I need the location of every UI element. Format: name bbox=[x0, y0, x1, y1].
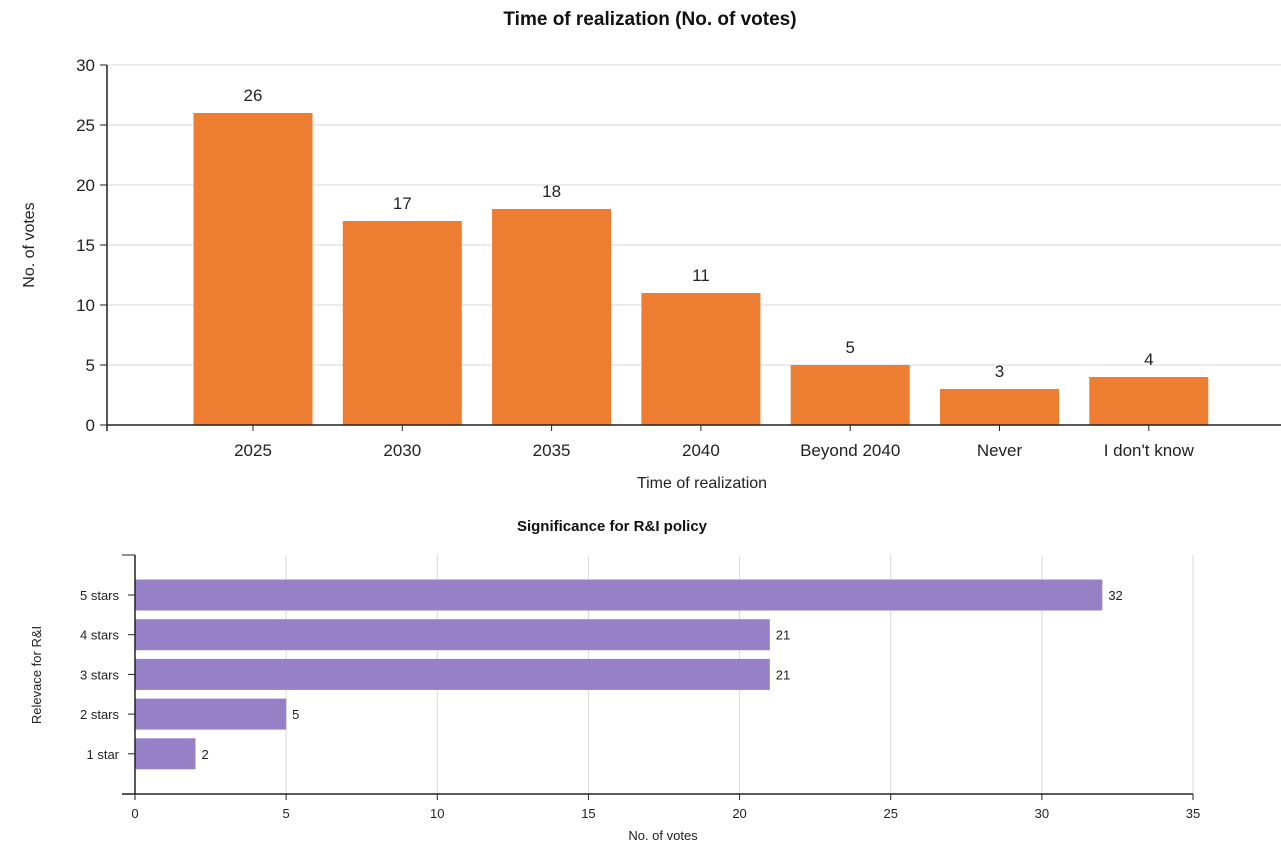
data-label: 26 bbox=[244, 86, 263, 105]
y-tick-label: 4 stars bbox=[80, 628, 120, 643]
chart-title: Significance for R&I policy bbox=[517, 518, 708, 535]
y-tick-label: 0 bbox=[86, 416, 95, 435]
x-tick-label: 2040 bbox=[682, 441, 720, 460]
x-tick-label: 25 bbox=[883, 806, 897, 821]
x-axis-label: No. of votes bbox=[628, 828, 698, 842]
y-tick-label: 1 star bbox=[86, 747, 119, 762]
data-label: 17 bbox=[393, 194, 412, 213]
x-tick-label: 2035 bbox=[533, 441, 571, 460]
x-tick-label: 30 bbox=[1035, 806, 1049, 821]
x-tick-label: 2025 bbox=[234, 441, 272, 460]
y-tick-label: 15 bbox=[76, 236, 95, 255]
x-tick-label: 2030 bbox=[383, 441, 421, 460]
x-tick-label: I don't know bbox=[1104, 441, 1195, 460]
bar bbox=[135, 698, 287, 730]
data-label: 5 bbox=[292, 707, 299, 722]
x-tick-label: Never bbox=[977, 441, 1023, 460]
data-label: 5 bbox=[845, 338, 854, 357]
x-tick-label: 10 bbox=[430, 806, 444, 821]
bar bbox=[135, 579, 1103, 611]
x-tick-label: 15 bbox=[581, 806, 595, 821]
bar bbox=[492, 209, 612, 425]
y-tick-label: 2 stars bbox=[80, 707, 120, 722]
y-tick-label: 3 stars bbox=[80, 667, 120, 682]
bar bbox=[1089, 377, 1209, 425]
x-tick-label: 0 bbox=[131, 806, 138, 821]
data-label: 2 bbox=[201, 747, 208, 762]
y-tick-label: 5 bbox=[86, 356, 95, 375]
time-of-realization-chart: Time of realization (No. of votes) 26 17 1… bbox=[21, 9, 1281, 492]
bar bbox=[940, 389, 1059, 425]
y-axis-label: Relevace for R&I bbox=[29, 626, 44, 724]
y-tick-label: 20 bbox=[76, 176, 95, 195]
chart-title: Time of realization (No. of votes) bbox=[503, 9, 796, 30]
data-label: 21 bbox=[776, 667, 790, 682]
x-tick-label: Beyond 2040 bbox=[800, 441, 900, 460]
data-label: 4 bbox=[1144, 350, 1153, 369]
bar bbox=[641, 293, 761, 425]
bar bbox=[790, 365, 910, 425]
bar bbox=[193, 113, 313, 425]
x-tick-label: 35 bbox=[1186, 806, 1200, 821]
bar bbox=[342, 221, 462, 425]
x-axis-label: Time of realization bbox=[637, 475, 767, 492]
y-tick-label: 25 bbox=[76, 116, 95, 135]
y-axis-label: No. of votes bbox=[21, 202, 38, 287]
y-tick-label: 10 bbox=[76, 296, 95, 315]
x-tick-label: 20 bbox=[732, 806, 746, 821]
y-tick-label: 5 stars bbox=[80, 588, 120, 603]
bar bbox=[135, 619, 770, 651]
bar bbox=[135, 738, 196, 770]
data-label: 11 bbox=[692, 266, 710, 285]
data-label: 3 bbox=[995, 362, 1004, 381]
bar bbox=[135, 658, 770, 690]
data-label: 18 bbox=[542, 182, 561, 201]
x-tick-label: 5 bbox=[283, 806, 290, 821]
data-label: 21 bbox=[776, 628, 790, 643]
data-label: 32 bbox=[1108, 588, 1122, 603]
y-tick-label: 30 bbox=[76, 56, 95, 75]
